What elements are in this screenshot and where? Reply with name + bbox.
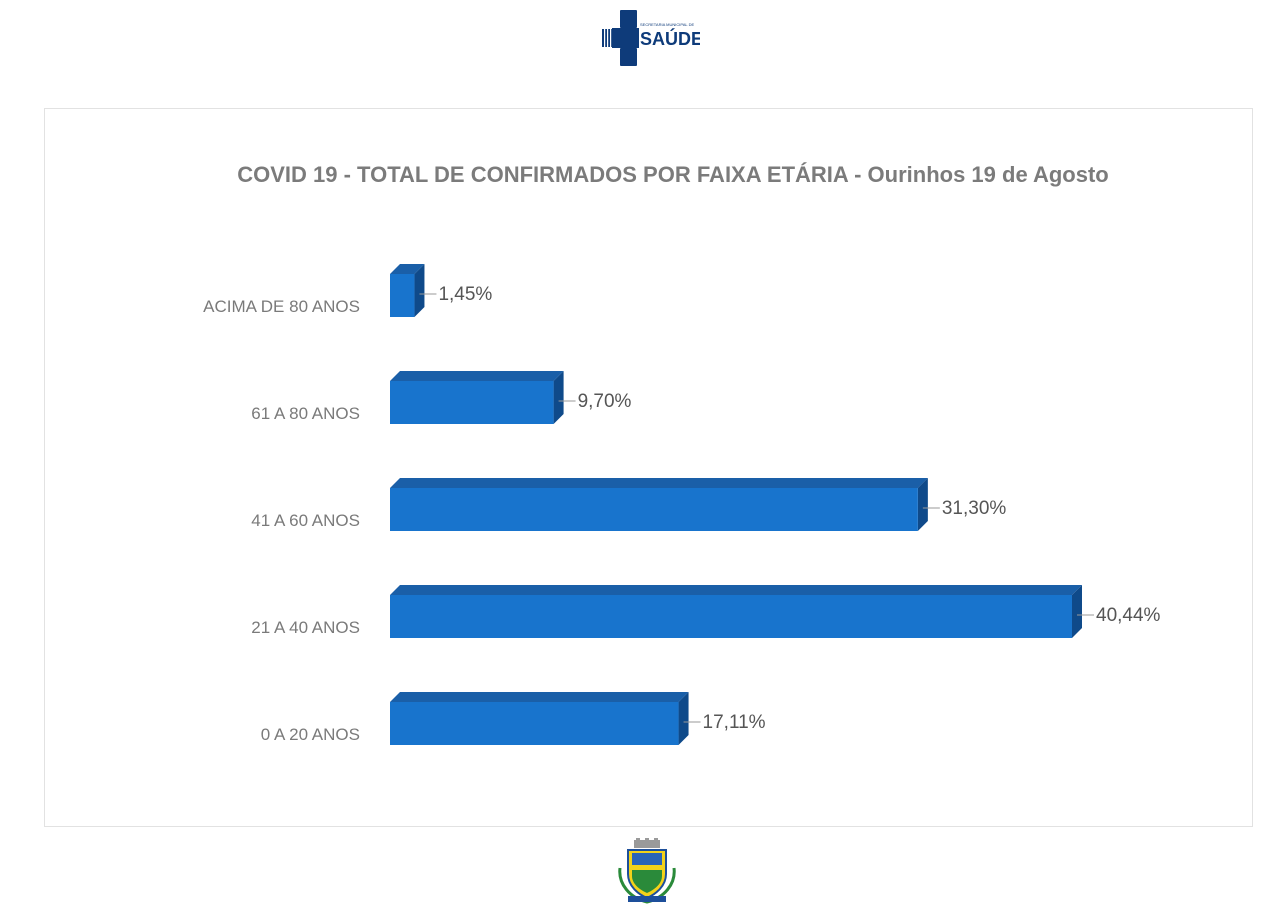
category-label: 21 A 40 ANOS xyxy=(251,618,360,637)
logo-small-text: SECRETARIA MUNICIPAL DE xyxy=(640,22,694,27)
bar xyxy=(390,488,918,531)
bar-top-face xyxy=(390,371,564,381)
bar-side-face xyxy=(414,264,425,317)
bar xyxy=(390,595,1072,638)
chart-title: COVID 19 - TOTAL DE CONFIRMADOS POR FAIX… xyxy=(237,162,1109,187)
bar xyxy=(390,274,415,317)
bar-side-face xyxy=(678,692,689,745)
category-label: 41 A 60 ANOS xyxy=(251,511,360,530)
bar-top-face xyxy=(390,692,689,702)
category-label: 0 A 20 ANOS xyxy=(261,725,360,744)
bar-side-face xyxy=(553,371,564,424)
value-label: 31,30% xyxy=(942,498,1007,519)
logo-cross-top-icon xyxy=(620,10,637,28)
logo-cross-bottom-icon xyxy=(620,48,637,66)
category-label: 61 A 80 ANOS xyxy=(251,404,360,423)
bar xyxy=(390,702,679,745)
logo-cross-center-icon xyxy=(612,28,639,48)
logo-big-text: SAÚDE xyxy=(640,28,700,49)
value-label: 17,11% xyxy=(703,712,766,733)
bar-top-face xyxy=(390,264,425,274)
value-label: 9,70% xyxy=(578,391,632,412)
bar-top-face xyxy=(390,585,1082,595)
saude-logo: SECRETARIA MUNICIPAL DE SAÚDE xyxy=(602,10,700,66)
bar-side-face xyxy=(917,478,928,531)
bar xyxy=(390,381,554,424)
value-label: 1,45% xyxy=(438,284,492,305)
category-label: ACIMA DE 80 ANOS xyxy=(203,297,360,316)
municipal-coat-of-arms-icon xyxy=(618,838,676,904)
bar-side-face xyxy=(1072,585,1082,638)
value-label: 40,44% xyxy=(1096,605,1161,626)
bar-top-face xyxy=(390,478,928,488)
